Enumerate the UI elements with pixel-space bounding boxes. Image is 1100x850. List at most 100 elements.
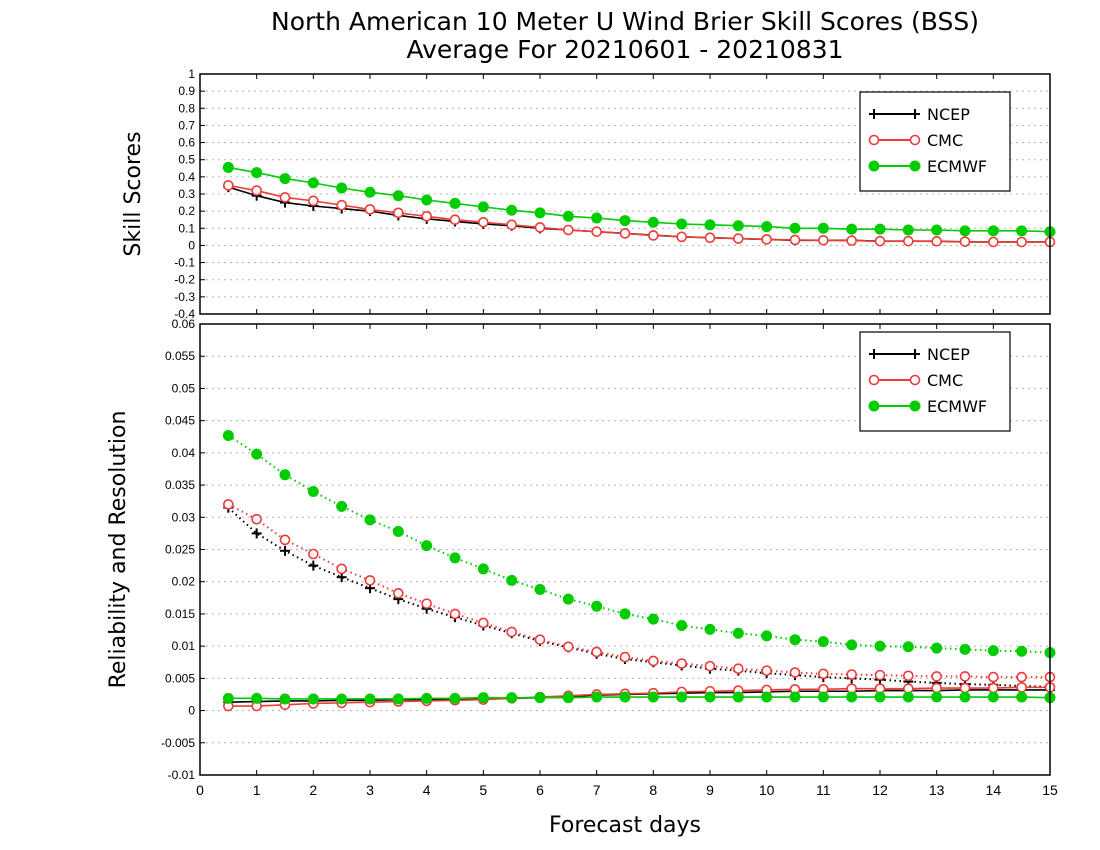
data-point — [392, 693, 404, 705]
data-point — [874, 691, 886, 703]
data-point — [449, 692, 461, 704]
data-point — [732, 691, 744, 703]
data-point — [902, 641, 914, 653]
data-point — [477, 692, 489, 704]
data-point — [817, 636, 829, 648]
data-point — [534, 583, 546, 595]
data-point — [336, 199, 347, 211]
data-point — [789, 222, 801, 234]
x-tick-label: 6 — [536, 782, 544, 798]
data-point — [393, 207, 404, 219]
legend-marker — [868, 374, 880, 386]
data-point — [280, 545, 290, 556]
y-tick-label: -0.005 — [161, 736, 195, 750]
series-ecmwf — [222, 161, 1056, 238]
x-tick-label: 2 — [309, 782, 317, 798]
data-point — [336, 182, 348, 194]
data-point — [1016, 682, 1027, 693]
data-point — [874, 235, 886, 247]
data-point — [931, 691, 943, 703]
data-point — [279, 693, 291, 705]
legend-box — [859, 331, 1011, 432]
data-point — [789, 667, 801, 678]
y-tick-label: -0.1 — [174, 256, 195, 270]
legend-marker — [910, 109, 920, 119]
legend-marker — [869, 109, 879, 119]
y-tick-label: 0.2 — [178, 204, 195, 218]
series-ncep-resolution — [223, 502, 1055, 692]
data-point — [449, 552, 461, 564]
data-point — [959, 236, 971, 247]
data-point — [704, 623, 716, 635]
legend-item-ecmwf: ECMWF — [868, 157, 987, 176]
x-tick-label: 0 — [196, 782, 204, 798]
data-point — [676, 658, 687, 669]
data-point — [732, 220, 744, 232]
series-ecmwf-reliability-line — [228, 696, 1051, 700]
x-tick-label: 10 — [759, 782, 775, 798]
data-point — [704, 691, 716, 703]
series-ncep-reliability-line — [228, 689, 1050, 703]
data-point — [987, 691, 999, 703]
data-point — [619, 651, 631, 663]
data-point — [534, 207, 546, 219]
data-point — [619, 215, 631, 227]
data-point — [477, 563, 489, 575]
data-point — [308, 548, 319, 560]
chart-title-line1: North American 10 Meter U Wind Brier Ski… — [271, 7, 979, 36]
data-point — [1016, 645, 1028, 657]
data-point — [222, 429, 234, 441]
x-tick-label: 8 — [649, 782, 657, 798]
data-point — [704, 219, 716, 231]
y-tick-label: -0.3 — [174, 290, 195, 304]
y-tick-label: 0.045 — [165, 414, 195, 428]
x-tick-label: 14 — [986, 782, 1002, 798]
data-point — [988, 682, 999, 694]
data-point — [846, 691, 858, 703]
data-point — [251, 528, 262, 539]
y-tick-label: 0 — [188, 238, 195, 252]
legend-marker — [909, 400, 921, 412]
data-point — [563, 224, 574, 236]
x-tick-label: 1 — [253, 782, 261, 798]
legend-marker — [909, 160, 921, 172]
x-tick-label: 3 — [366, 782, 374, 798]
data-point — [506, 204, 518, 216]
y-tick-label: 0.1 — [178, 221, 195, 235]
data-point — [846, 235, 857, 246]
data-point — [591, 212, 603, 224]
legend: NCEP CMC ECMWF — [859, 91, 1011, 192]
x-tick-label: 12 — [872, 782, 888, 798]
data-point — [1016, 671, 1027, 683]
data-point — [676, 691, 688, 703]
data-point — [307, 177, 319, 189]
legend-label: NCEP — [927, 345, 970, 364]
data-point — [931, 642, 943, 654]
data-point — [619, 228, 631, 239]
bss-panel: -0.4 -0.3 -0.2 -0.1 0 0.1 0.2 0.3 0.4 0.5 0.6 0.7 0.… — [121, 67, 1056, 321]
data-point — [591, 226, 602, 238]
data-point — [222, 161, 234, 173]
data-point — [959, 691, 971, 703]
series-cmc — [223, 180, 1056, 248]
y-axis-label: Reliability and Resolution — [106, 411, 131, 689]
data-point — [761, 691, 773, 703]
data-point — [591, 691, 603, 703]
legend-item-cmc: CMC — [868, 131, 963, 150]
y-tick-label: 0.025 — [165, 543, 195, 557]
data-point — [279, 192, 291, 203]
legend-label: ECMWF — [927, 157, 987, 176]
data-point — [789, 234, 801, 246]
y-tick-label: 0.01 — [172, 639, 196, 653]
data-point — [421, 194, 433, 206]
data-point — [506, 692, 518, 704]
data-point — [1016, 691, 1028, 703]
y-tick-label: -0.4 — [174, 307, 195, 321]
legend-marker — [910, 349, 920, 359]
y-tick-label: 0.3 — [178, 187, 195, 201]
data-point — [789, 634, 801, 646]
data-point — [534, 692, 546, 704]
data-point — [1016, 236, 1027, 248]
reliability-resolution-panel: -0.01 -0.005 0 0.005 0.01 0.015 0.02 0.025 0.03 0… — [106, 317, 1058, 838]
